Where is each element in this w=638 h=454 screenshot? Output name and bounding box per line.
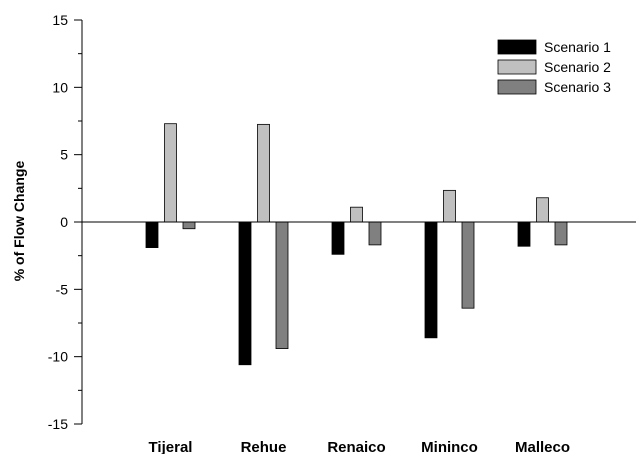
legend-label: Scenario 1 bbox=[544, 39, 611, 55]
bar-mininco-series-2 bbox=[443, 189, 456, 223]
bar-renaico-series-3 bbox=[368, 221, 382, 246]
legend-swatch bbox=[497, 59, 537, 75]
bars bbox=[145, 123, 568, 366]
bar-renaico-series-1 bbox=[331, 221, 345, 255]
bar-mininco-series-3 bbox=[461, 221, 475, 309]
bar-rehue-series-3 bbox=[275, 221, 289, 349]
bar-mininco-series-1 bbox=[424, 221, 438, 339]
category-label: Malleco bbox=[515, 439, 570, 454]
y-tick-label: 15 bbox=[52, 12, 68, 28]
bar-rehue-series-1 bbox=[238, 221, 252, 366]
bar-tijeral-series-3 bbox=[182, 221, 196, 230]
bar-renaico-series-2 bbox=[350, 206, 363, 223]
category-label: Mininco bbox=[421, 439, 478, 454]
category-labels: Tijeral Rehue Renaico Mininco Malleco bbox=[149, 439, 570, 454]
y-tick-label: -10 bbox=[48, 349, 68, 365]
y-tick-label: -15 bbox=[48, 416, 68, 432]
legend-swatch bbox=[497, 39, 537, 55]
legend-swatch bbox=[497, 79, 537, 95]
category-label: Rehue bbox=[241, 439, 287, 454]
y-tick-label: 10 bbox=[52, 79, 68, 95]
bar-malleco-series-1 bbox=[517, 221, 531, 247]
legend-label: Scenario 2 bbox=[544, 59, 611, 75]
y-tick-label: 0 bbox=[60, 214, 68, 230]
y-tick-label: 5 bbox=[60, 147, 68, 163]
legend: Scenario 1 Scenario 2 Scenario 3 bbox=[497, 39, 611, 95]
bar-tijeral-series-2 bbox=[164, 123, 177, 223]
bar-malleco-series-3 bbox=[554, 221, 568, 246]
y-tick-label: -5 bbox=[56, 281, 69, 297]
bar-tijeral-series-1 bbox=[145, 221, 159, 248]
bar-rehue-series-2 bbox=[257, 123, 270, 223]
y-axis: -15 -10 -5 0 5 10 15 bbox=[48, 12, 83, 432]
category-label: Renaico bbox=[327, 439, 385, 454]
y-axis-title: % of Flow Change bbox=[11, 161, 27, 282]
legend-label: Scenario 3 bbox=[544, 79, 611, 95]
category-label: Tijeral bbox=[149, 439, 193, 454]
bar-malleco-series-2 bbox=[536, 197, 549, 223]
